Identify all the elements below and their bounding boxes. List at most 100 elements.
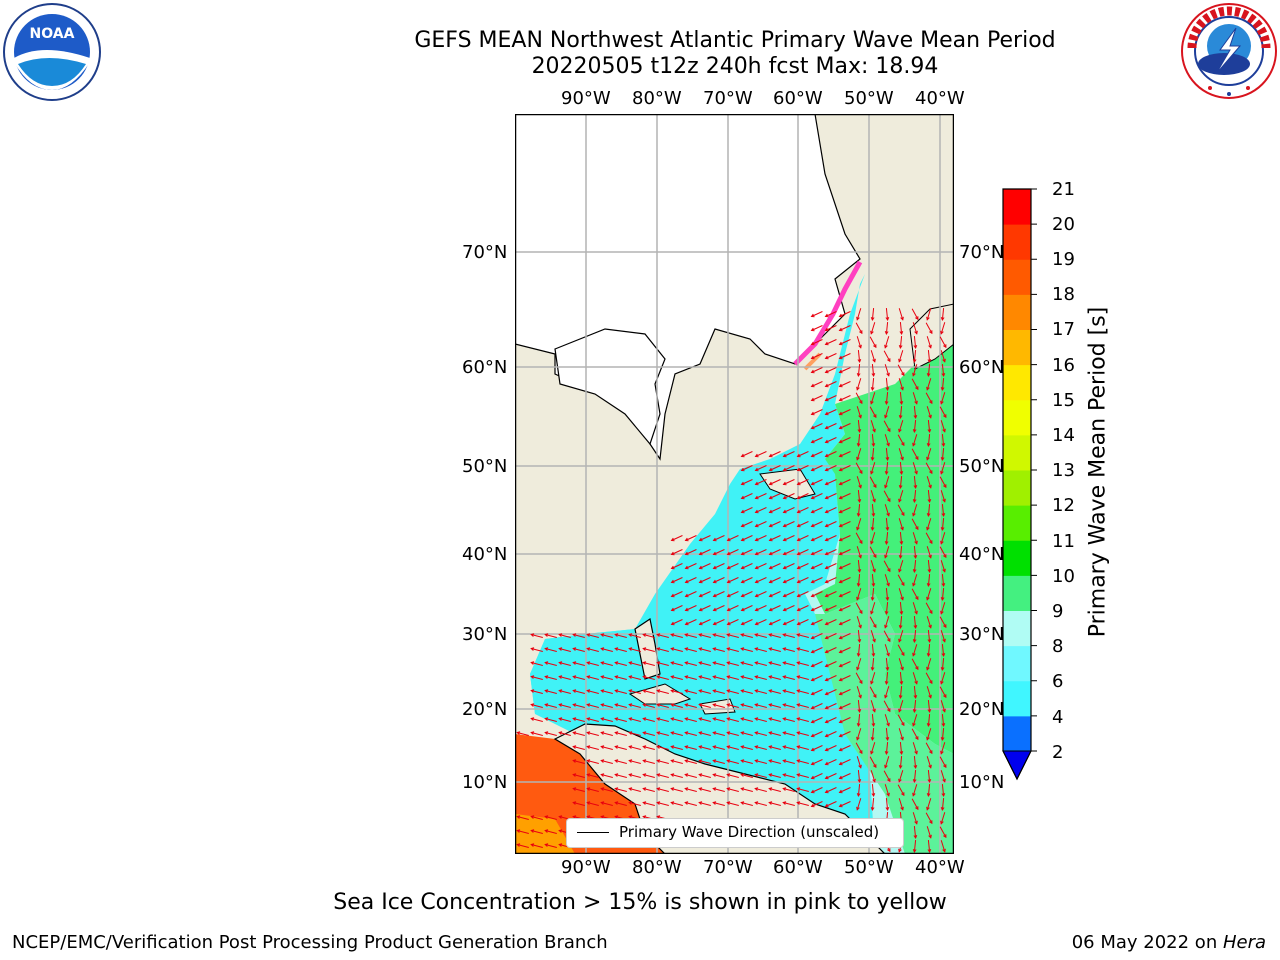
wave-direction-arrow [940,602,946,614]
wave-direction-arrow [811,437,823,443]
wave-direction-arrow [926,728,932,740]
wave-direction-arrowhead [929,330,933,335]
wave-direction-arrow [573,690,585,694]
wave-direction-arrowhead [600,773,605,777]
wave-direction-arrowhead [885,667,890,672]
wave-direction-arrow [797,802,809,806]
wave-direction-arrow [885,377,889,391]
wave-direction-arrow [517,830,529,834]
wave-direction-arrow [811,591,823,597]
wave-direction-arrow [857,699,861,713]
wave-direction-arrowhead [810,621,815,626]
wave-direction-arrowhead [838,425,843,430]
wave-direction-arrow [545,704,557,708]
wave-direction-arrowhead [941,653,946,658]
wave-direction-arrow [811,647,823,653]
wave-direction-arrowhead [656,703,661,707]
wave-direction-arrowhead [712,745,717,749]
wave-direction-arrowhead [530,843,535,847]
cuba [628,683,692,705]
wave-direction-arrow [769,577,781,583]
wave-direction-arrow [727,535,739,541]
wave-direction-arrow [713,662,725,666]
wave-direction-arrow [927,783,931,797]
wave-direction-arrow [911,798,919,810]
wave-direction-arrow [839,311,851,317]
wave-direction-arrowhead [712,647,717,651]
wave-direction-arrow [883,770,891,782]
wave-direction-arrowhead [698,661,703,665]
wave-direction-arrowhead [838,313,843,318]
wave-direction-arrow [870,462,876,474]
wave-direction-arrow [755,802,767,806]
wave-direction-arrow [899,755,903,769]
colorbar-tick: 19 [1052,249,1075,270]
map-panel[interactable]: Primary Wave Direction (unscaled) [514,113,955,855]
wave-direction-arrow [940,560,946,572]
wave-direction-arrowhead [810,481,815,486]
wave-direction-arrow [797,507,809,513]
wave-direction-arrow [811,675,823,681]
wave-direction-arrowhead [740,787,745,791]
wave-direction-arrowhead [887,358,891,363]
wave-direction-arrowhead [824,355,829,360]
wave-direction-arrow [897,434,905,446]
wave-direction-arrowhead [768,633,773,637]
wave-direction-arrowhead [940,330,944,335]
wave-direction-arrowhead [898,345,903,350]
wave-direction-arrowhead [782,703,787,707]
colorbar-segment [1003,575,1031,611]
wave-direction-arrowhead [926,653,931,658]
wave-direction-arrowhead [871,793,876,798]
wave-direction-arrow [899,531,903,545]
wave-direction-arrow [885,447,889,461]
wave-direction-arrowhead [810,747,815,752]
wave-direction-arrowhead [838,495,843,500]
wave-direction-arrow [811,801,823,807]
wave-direction-arrowhead [927,429,932,434]
wave-direction-arrowhead [754,717,759,721]
wave-direction-arrow [685,774,697,778]
wave-direction-arrow [898,308,904,320]
wave-direction-arrow [685,605,697,611]
wave-direction-arrow [913,755,917,769]
wave-direction-arrowhead [796,731,801,735]
wave-direction-arrowhead [740,633,745,637]
wave-direction-arrowhead [858,554,862,559]
wave-direction-arrowhead [810,397,815,402]
colorbar-segment [1003,505,1031,541]
colorbar-tick: 15 [1052,390,1075,411]
wave-direction-arrow [927,699,931,713]
wave-direction-arrowhead [899,471,904,476]
wave-direction-arrow [811,521,823,527]
wave-direction-arrowhead [768,717,773,721]
wave-direction-arrow [899,601,903,615]
wave-direction-arrow [769,479,781,485]
wave-direction-arrowhead [838,537,843,542]
wave-direction-arrow [685,634,697,638]
wave-direction-arrow [871,727,875,741]
wave-direction-arrowhead [940,387,945,392]
wave-direction-arrowhead [838,747,843,752]
wave-direction-arrowhead [928,764,932,769]
wave-direction-arrowhead [913,555,918,560]
wave-direction-arrow [871,363,875,377]
wave-direction-arrowhead [824,467,829,472]
lon-label: 60°W [773,88,823,109]
wave-direction-arrowhead [928,624,932,629]
map-canvas [514,113,955,855]
wave-direction-arrow [839,325,851,331]
wave-direction-arrowhead [684,607,689,612]
wave-direction-arrow [741,746,753,750]
wave-direction-arrow [855,322,863,334]
wave-direction-arrowhead [915,596,919,601]
wave-direction-arrowhead [810,495,815,500]
wave-direction-arrow [898,728,904,740]
wave-direction-arrowhead [670,801,675,805]
wave-direction-arrow [839,633,851,639]
wave-direction-arrow [587,760,599,764]
wave-direction-arrow [899,321,903,335]
wave-direction-arrow [899,405,903,419]
wave-direction-arrow [629,788,641,792]
wave-direction-arrowhead [929,750,933,755]
